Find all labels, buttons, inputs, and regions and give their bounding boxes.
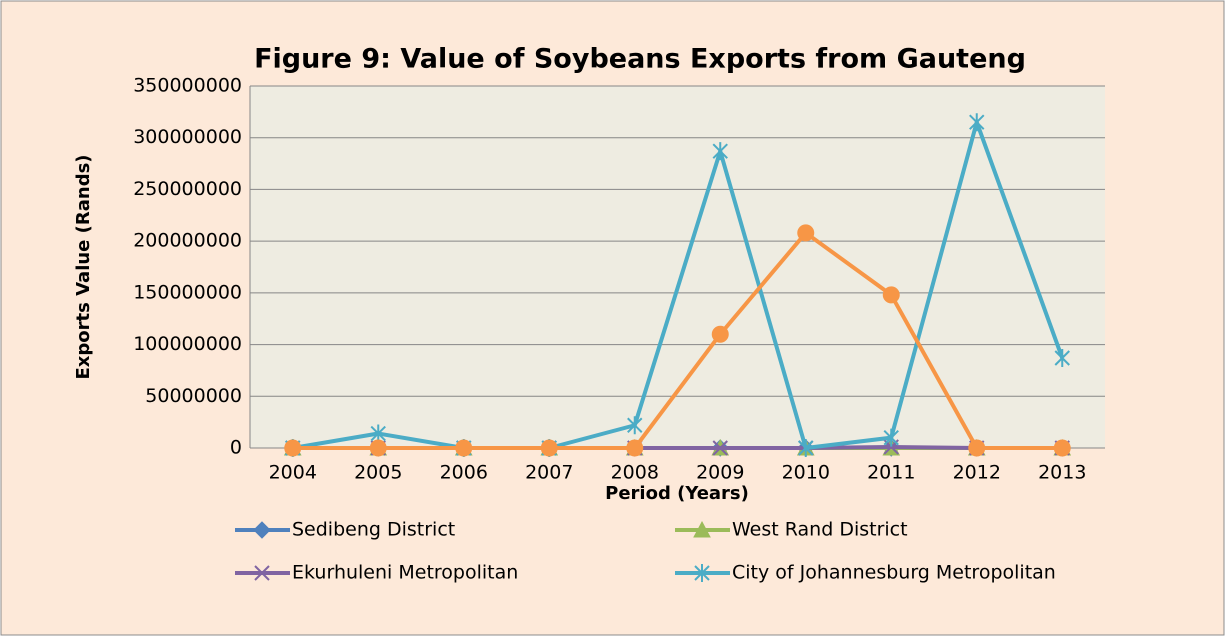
series-line [292,120,1065,450]
x-tick-label: 2008 [611,462,659,484]
marker [693,520,711,538]
marker [1053,439,1071,457]
marker [284,439,302,457]
series-line [292,230,1063,450]
x-tick-label: 2010 [782,462,830,484]
plot-area [250,86,1105,448]
marker [968,439,986,457]
x-tick-label: 2007 [525,462,573,484]
y-tick-label: 100000000 [133,333,242,355]
x-tick-label: 2005 [354,462,402,484]
marker [254,565,270,581]
legend-label: West Rand District [732,519,908,541]
x-tick-label: 2009 [696,462,744,484]
x-tick-label: 2004 [269,462,317,484]
legend-label: Sedibeng District [292,519,455,541]
y-axis-label: Exports Value (Rands) [73,154,94,379]
y-tick-label: 0 [230,437,242,459]
marker [455,439,473,457]
y-tick-label: 300000000 [133,126,242,148]
x-tick-label: 2006 [440,462,488,484]
marker [712,142,728,161]
marker [711,325,729,343]
legend-label: City of Johannesburg Metropolitan [732,562,1056,584]
marker [1054,349,1070,368]
marker [882,286,900,304]
y-tick-label: 250000000 [133,178,242,200]
legend-label: Ekurhuleni Metropolitan [292,562,518,584]
marker [626,439,644,457]
y-tick-label: 350000000 [133,75,242,97]
x-tick-label: 2012 [953,462,1001,484]
marker [627,416,643,435]
y-tick-label: 150000000 [133,281,242,303]
marker [694,564,710,582]
marker [712,440,728,456]
y-tick-label: 50000000 [145,385,242,407]
marker [797,224,815,242]
x-tick-label: 2011 [867,462,915,484]
marker [540,439,558,457]
marker [798,439,814,457]
chart-title: Figure 9: Value of Soybeans Exports from… [254,44,1026,75]
marker [369,439,387,457]
marker [969,113,985,132]
marker [253,521,271,539]
x-tick-label: 2013 [1038,462,1086,484]
marker [883,428,899,447]
x-axis-label: Period (Years) [605,483,749,504]
y-tick-label: 200000000 [133,230,242,252]
